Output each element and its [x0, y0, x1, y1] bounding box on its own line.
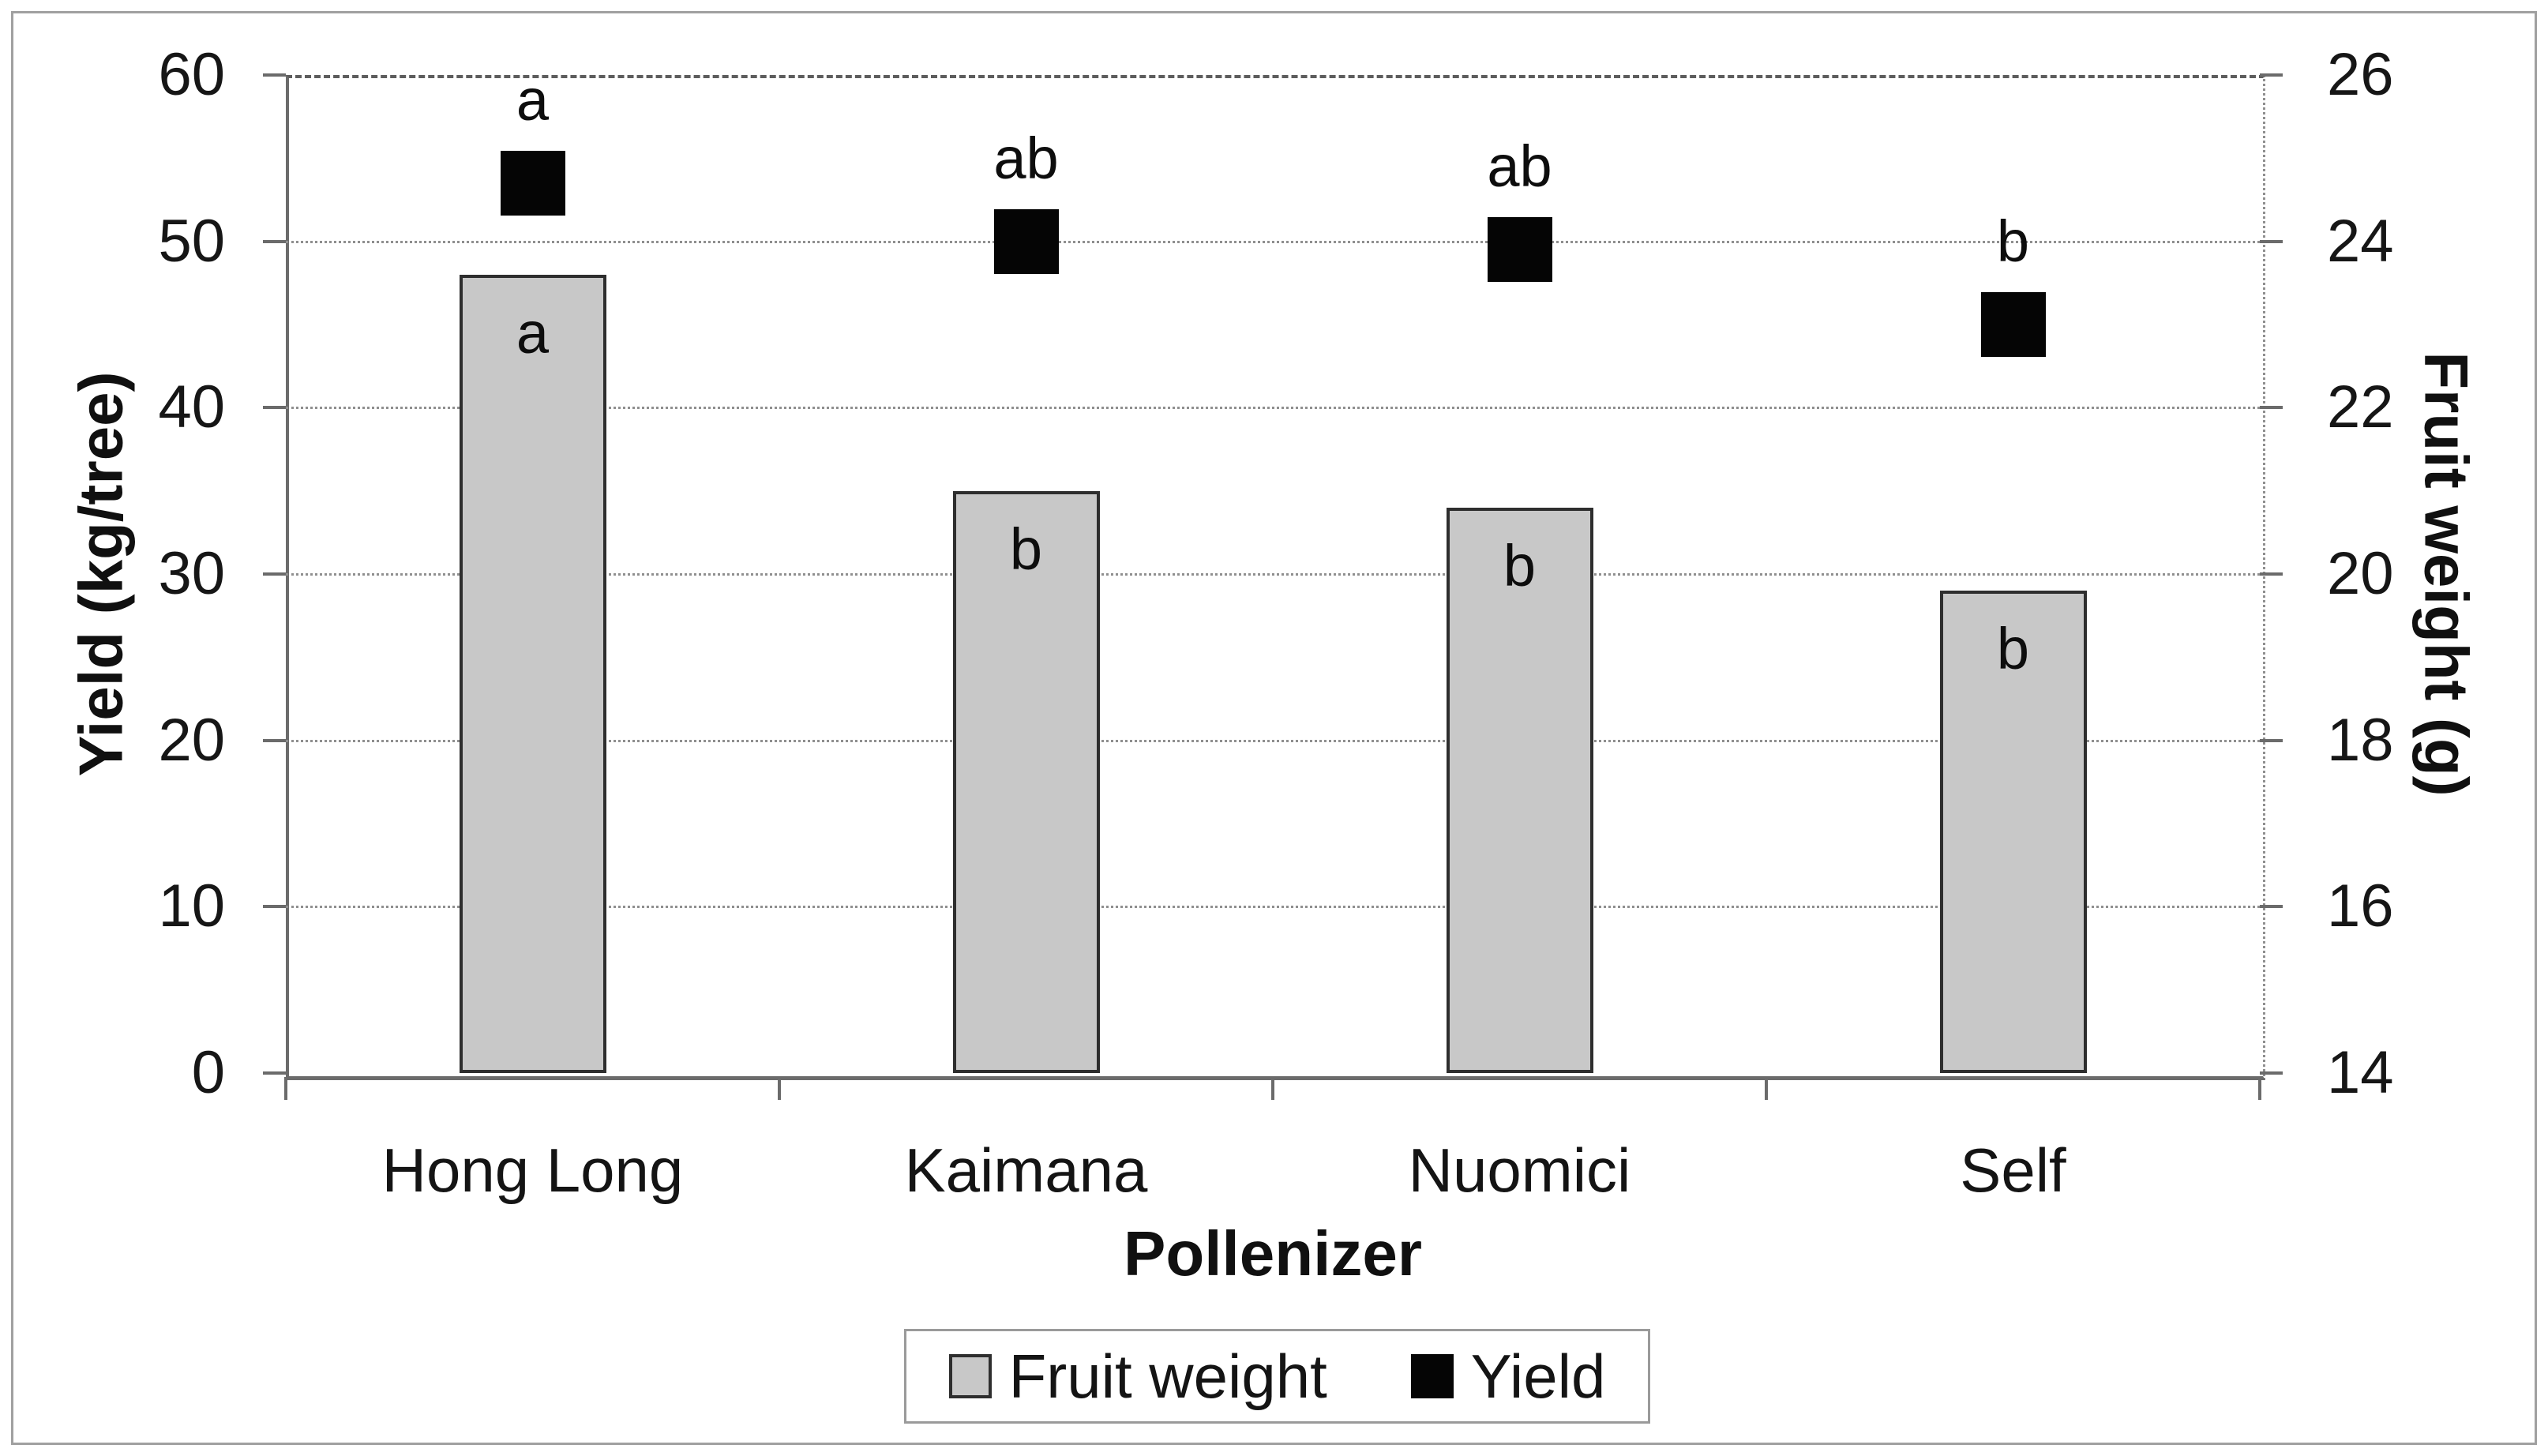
right-axis-tick — [2260, 239, 2283, 243]
marker-significance-letter: b — [1996, 208, 2030, 274]
x-axis-tick — [1765, 1077, 1768, 1100]
gridline — [286, 906, 2260, 909]
left-axis-title: Yield (kg/tree) — [66, 371, 136, 777]
plot-area — [286, 75, 2265, 1080]
right-axis-tick — [2260, 73, 2283, 77]
bar-fruit-weight — [1446, 507, 1593, 1073]
left-axis-tick-label: 0 — [191, 1039, 225, 1106]
legend-box: Fruit weight Yield — [904, 1329, 1650, 1424]
bar-fruit-weight — [952, 490, 1100, 1073]
legend-swatch-yield — [1410, 1354, 1454, 1398]
left-axis-tick — [263, 738, 286, 742]
left-axis-tick-label: 60 — [158, 41, 225, 108]
bar-fruit-weight — [459, 274, 606, 1073]
left-axis-tick — [263, 905, 286, 909]
marker-significance-letter: ab — [1487, 133, 1552, 200]
right-axis-tick-label: 26 — [2327, 41, 2394, 108]
x-axis-tick — [2258, 1077, 2261, 1100]
right-axis-tick — [2260, 572, 2283, 576]
marker-significance-letter: ab — [993, 125, 1059, 191]
legend-label-fruit-weight: Fruit weight — [1008, 1342, 1327, 1411]
legend-item-yield: Yield — [1410, 1342, 1606, 1411]
category-label: Self — [1960, 1135, 2066, 1205]
right-axis-tick — [2260, 406, 2283, 410]
legend-item-fruit-weight: Fruit weight — [948, 1342, 1327, 1411]
legend-swatch-fruit-weight — [948, 1354, 992, 1398]
right-axis-tick-label: 24 — [2327, 207, 2394, 275]
category-label: Kaimana — [904, 1135, 1148, 1205]
right-axis-tick-label: 16 — [2327, 872, 2394, 940]
right-axis-tick-label: 14 — [2327, 1039, 2394, 1106]
left-axis-tick-label: 40 — [158, 373, 225, 441]
left-axis-tick-label: 30 — [158, 540, 225, 607]
gridline — [286, 407, 2260, 410]
left-axis-tick — [263, 572, 286, 576]
right-axis-tick-label: 22 — [2327, 373, 2394, 441]
category-label: Hong Long — [381, 1135, 684, 1205]
x-axis-title: Pollenizer — [1124, 1218, 1422, 1289]
left-axis-tick — [263, 239, 286, 243]
x-axis-tick — [284, 1077, 287, 1100]
left-axis-tick-label: 50 — [158, 207, 225, 275]
left-axis-tick — [263, 1071, 286, 1075]
yield-marker — [1487, 217, 1552, 283]
gridline — [286, 573, 2260, 576]
right-axis-tick — [2260, 1071, 2283, 1075]
right-axis-tick — [2260, 905, 2283, 909]
gridline — [286, 739, 2260, 742]
right-axis-tick-label: 18 — [2327, 706, 2394, 774]
bar-significance-letter: a — [516, 299, 550, 366]
marker-significance-letter: a — [516, 66, 550, 133]
right-axis-tick-label: 20 — [2327, 540, 2394, 607]
yield-marker — [1980, 292, 2046, 357]
x-axis-tick — [778, 1077, 781, 1100]
left-axis-tick-label: 10 — [158, 872, 225, 940]
right-axis-tick — [2260, 738, 2283, 742]
right-axis-title: Fruit weight (g) — [2411, 351, 2482, 797]
legend-label-yield: Yield — [1470, 1342, 1606, 1411]
x-axis-tick — [1271, 1077, 1274, 1100]
gridline — [286, 240, 2260, 243]
yield-marker — [500, 150, 565, 216]
category-label: Nuomici — [1408, 1135, 1631, 1205]
yield-marker — [993, 208, 1059, 274]
bar-significance-letter: b — [1503, 532, 1537, 599]
bar-significance-letter: b — [1996, 616, 2030, 682]
left-axis-tick — [263, 73, 286, 77]
bar-fruit-weight — [1939, 591, 2087, 1073]
bar-significance-letter: b — [1009, 516, 1043, 582]
left-axis-tick — [263, 406, 286, 410]
left-axis-tick-label: 20 — [158, 706, 225, 774]
